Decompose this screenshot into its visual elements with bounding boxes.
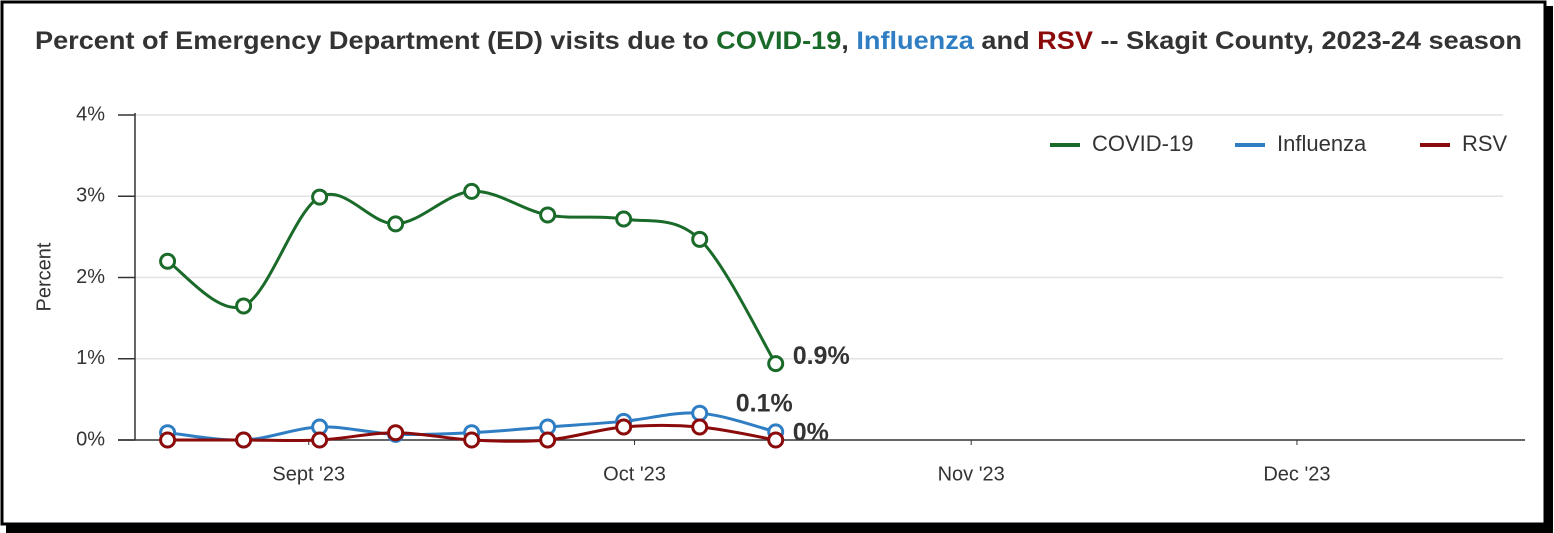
title-part: , [841,27,856,55]
y-tick-label: 1% [76,347,105,369]
point [539,431,557,449]
point [235,297,253,315]
data-label: 0.9% [793,342,850,370]
title-part: Influenza [856,27,975,55]
point [767,431,785,449]
legend-label: RSV [1462,131,1508,156]
x-tick-label: Nov '23 [938,463,1005,485]
legend-label: COVID-19 [1092,131,1193,156]
title-part: Percent of Emergency Department (ED) vis… [35,27,716,55]
frame-shadow [1545,6,1553,532]
point [387,424,405,442]
point [691,418,709,436]
point [235,431,253,449]
chart-title: Percent of Emergency Department (ED) vis… [35,27,1522,55]
point [767,355,785,373]
point [615,210,633,228]
y-tick-label: 2% [76,266,105,288]
title-part: COVID-19 [716,27,841,55]
title-part: -- Skagit County, 2023-24 season [1093,27,1522,55]
point [539,206,557,224]
point [311,431,329,449]
x-tick-label: Sept '23 [272,463,345,485]
title-part: and [974,27,1037,55]
point [615,418,633,436]
point [159,252,177,270]
point [311,188,329,206]
point [463,431,481,449]
y-tick-label: 3% [76,185,105,207]
point [159,431,177,449]
point [691,230,709,248]
y-axis-label: Percent [33,242,55,311]
x-tick-label: Oct '23 [603,463,666,485]
point [691,404,709,422]
y-tick-label: 4% [76,103,105,125]
legend-label: Influenza [1277,131,1367,156]
title-part: RSV [1037,27,1093,55]
frame-shadow [6,524,1553,533]
point [387,215,405,233]
y-tick-label: 0% [76,428,105,450]
data-label: 0.1% [736,389,793,417]
data-label: 0% [793,419,829,447]
point [463,182,481,200]
x-tick-label: Dec '23 [1263,463,1330,485]
